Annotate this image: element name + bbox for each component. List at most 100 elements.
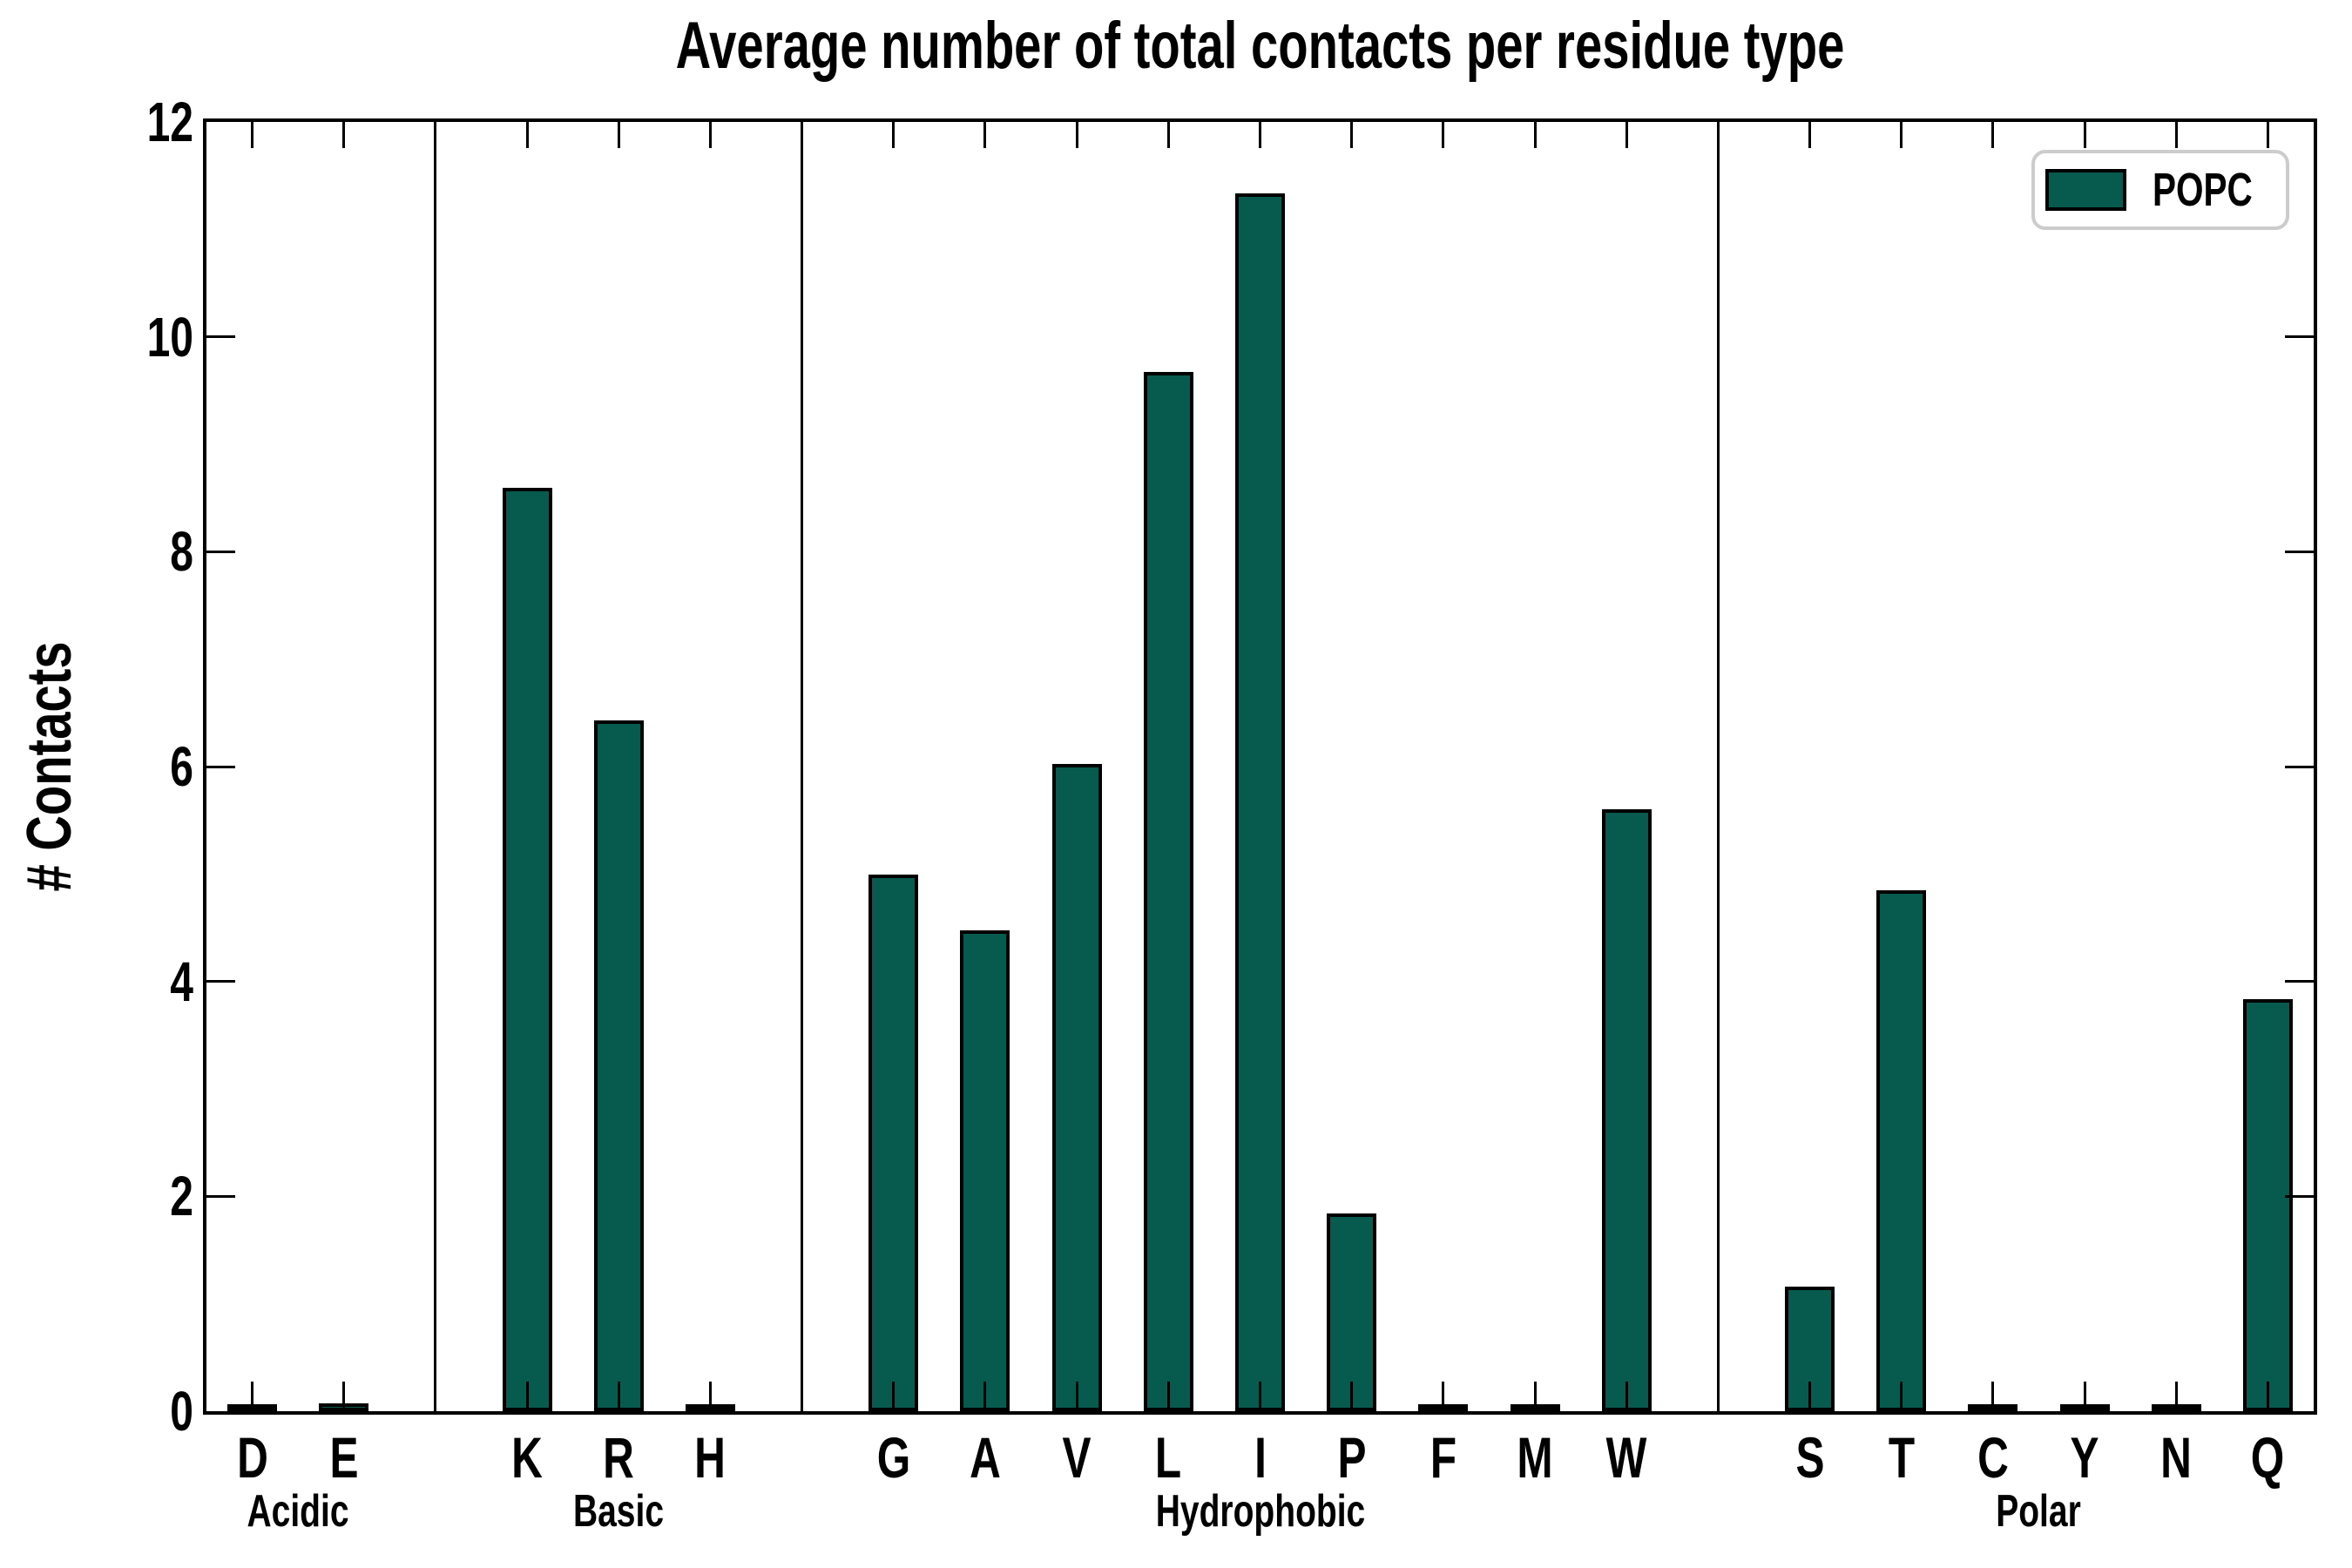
- y-tick-label-4: 4: [170, 950, 193, 1013]
- bar-K: [502, 488, 552, 1411]
- x-tick-G: [892, 1382, 896, 1411]
- x-top-tick-A: [983, 122, 987, 148]
- legend-label: POPC: [2152, 164, 2253, 216]
- x-top-tick-R: [617, 122, 620, 148]
- y-tick-left-8: [206, 550, 235, 553]
- y-tick-label-2: 2: [170, 1165, 193, 1228]
- x-tick-P: [1350, 1382, 1354, 1411]
- x-tick-W: [1625, 1382, 1628, 1411]
- y-tick-right-4: [2285, 980, 2314, 983]
- group-divider: [801, 122, 804, 1411]
- bar-Q: [2242, 999, 2293, 1411]
- x-top-tick-C: [1991, 122, 1995, 148]
- x-top-tick-Y: [2083, 122, 2086, 148]
- x-tick-label-Y: Y: [2070, 1425, 2099, 1490]
- x-top-tick-P: [1350, 122, 1354, 148]
- x-tick-label-M: M: [1517, 1425, 1553, 1490]
- y-tick-label-6: 6: [170, 735, 193, 798]
- x-top-tick-H: [708, 122, 712, 148]
- x-tick-H: [708, 1382, 712, 1411]
- y-tick-right-10: [2285, 335, 2314, 339]
- x-top-tick-I: [1259, 122, 1261, 148]
- x-top-tick-G: [892, 122, 896, 148]
- x-top-tick-V: [1075, 122, 1078, 148]
- x-tick-I: [1259, 1382, 1261, 1411]
- x-tick-T: [1900, 1382, 1903, 1411]
- y-tick-label-8: 8: [170, 520, 193, 584]
- x-tick-label-I: I: [1254, 1425, 1267, 1490]
- y-tick-right-6: [2285, 765, 2314, 768]
- x-tick-V: [1075, 1382, 1078, 1411]
- y-tick-left-10: [206, 335, 235, 339]
- x-tick-F: [1442, 1382, 1445, 1411]
- y-tick-label-12: 12: [146, 91, 193, 153]
- bar-V: [1051, 764, 1102, 1411]
- legend-swatch-popc: [2045, 169, 2126, 211]
- chart-title: Average number of total contacts per res…: [675, 9, 1845, 83]
- bar-L: [1143, 372, 1193, 1411]
- x-top-tick-K: [525, 122, 529, 148]
- x-top-tick-S: [1808, 122, 1812, 148]
- x-tick-M: [1533, 1382, 1537, 1411]
- x-tick-D: [251, 1382, 254, 1411]
- x-top-tick-M: [1533, 122, 1537, 148]
- x-top-tick-E: [342, 122, 346, 148]
- x-tick-label-E: E: [329, 1425, 359, 1490]
- bar-G: [868, 875, 919, 1411]
- y-tick-right-8: [2285, 550, 2314, 553]
- x-tick-L: [1166, 1382, 1170, 1411]
- bar-R: [593, 720, 644, 1411]
- x-tick-label-T: T: [1888, 1425, 1915, 1490]
- x-tick-E: [342, 1382, 346, 1411]
- x-tick-K: [525, 1382, 529, 1411]
- y-tick-label-0: 0: [170, 1380, 193, 1443]
- x-top-tick-Q: [2266, 122, 2269, 148]
- y-tick-left-6: [206, 765, 235, 768]
- x-tick-label-R: R: [603, 1425, 635, 1490]
- x-top-tick-L: [1166, 122, 1170, 148]
- x-tick-label-A: A: [970, 1425, 1001, 1490]
- x-tick-label-K: K: [511, 1425, 543, 1490]
- x-tick-label-N: N: [2160, 1425, 2193, 1490]
- bar-I: [1235, 193, 1285, 1411]
- group-divider: [434, 122, 437, 1411]
- y-tick-left-2: [206, 1194, 235, 1198]
- group-label-acidic: Acidic: [247, 1486, 349, 1537]
- y-tick-left-4: [206, 980, 235, 983]
- x-tick-label-P: P: [1337, 1425, 1367, 1490]
- x-tick-R: [617, 1382, 620, 1411]
- x-tick-C: [1991, 1382, 1995, 1411]
- plot-area: [206, 122, 2314, 1411]
- x-tick-label-D: D: [236, 1425, 268, 1490]
- y-tick-right-2: [2285, 1194, 2314, 1198]
- group-label-basic: Basic: [573, 1486, 665, 1537]
- group-divider: [1716, 122, 1720, 1411]
- x-tick-label-C: C: [1977, 1425, 2009, 1490]
- x-top-tick-D: [251, 122, 254, 148]
- x-tick-label-G: G: [876, 1425, 911, 1490]
- x-top-tick-N: [2174, 122, 2178, 148]
- legend-box: POPC: [2031, 150, 2289, 230]
- x-tick-A: [983, 1382, 987, 1411]
- x-tick-Y: [2083, 1382, 2086, 1411]
- bar-W: [1601, 809, 1652, 1411]
- x-tick-label-H: H: [694, 1425, 727, 1490]
- x-top-tick-F: [1442, 122, 1445, 148]
- x-tick-label-S: S: [1795, 1425, 1825, 1490]
- x-tick-label-V: V: [1062, 1425, 1092, 1490]
- x-tick-S: [1808, 1382, 1812, 1411]
- x-tick-label-L: L: [1155, 1425, 1182, 1490]
- x-tick-Q: [2266, 1382, 2269, 1411]
- group-label-polar: Polar: [1996, 1486, 2082, 1537]
- group-label-hydrophobic: Hydrophobic: [1155, 1486, 1365, 1537]
- x-tick-label-Q: Q: [2251, 1425, 2285, 1490]
- bar-T: [1876, 889, 1927, 1411]
- x-top-tick-T: [1900, 122, 1903, 148]
- x-tick-label-F: F: [1429, 1425, 1456, 1490]
- x-tick-label-W: W: [1605, 1425, 1647, 1490]
- x-top-tick-W: [1625, 122, 1628, 148]
- plot-frame: [203, 118, 2317, 1415]
- bar-A: [960, 930, 1010, 1411]
- y-tick-label-10: 10: [146, 305, 193, 368]
